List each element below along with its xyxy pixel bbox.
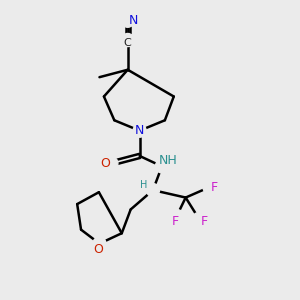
Circle shape	[105, 157, 118, 170]
Text: F: F	[201, 215, 208, 228]
Circle shape	[146, 184, 160, 197]
Text: F: F	[211, 181, 218, 194]
Circle shape	[170, 209, 183, 223]
Text: N: N	[135, 124, 144, 137]
Text: NH: NH	[158, 154, 177, 167]
Circle shape	[121, 14, 134, 27]
Text: F: F	[172, 215, 179, 228]
Circle shape	[155, 160, 168, 173]
Text: O: O	[93, 243, 103, 256]
Text: C: C	[124, 38, 132, 48]
Circle shape	[133, 124, 146, 137]
Circle shape	[93, 237, 106, 250]
Circle shape	[193, 212, 206, 226]
Text: H: H	[140, 180, 148, 190]
Circle shape	[121, 34, 134, 46]
Text: N: N	[128, 14, 138, 27]
Text: O: O	[100, 157, 110, 170]
Circle shape	[203, 181, 216, 194]
